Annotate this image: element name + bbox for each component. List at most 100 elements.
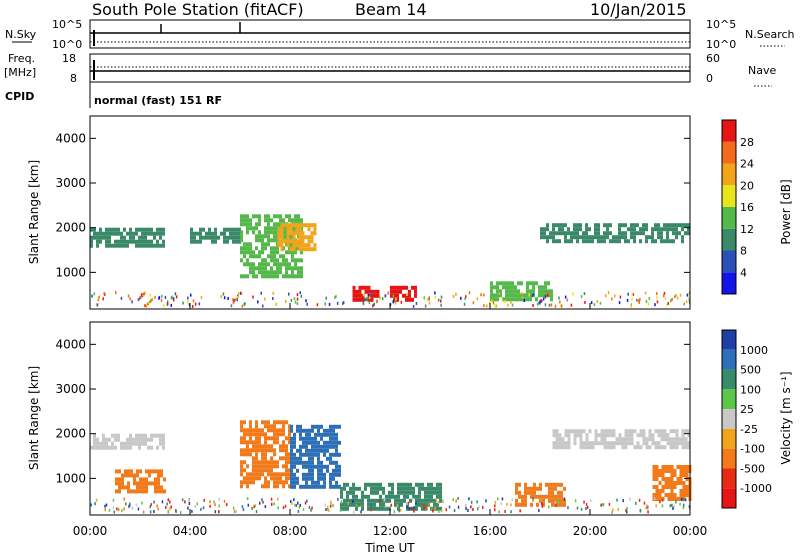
data-cell <box>190 227 193 232</box>
data-cell <box>358 289 362 294</box>
scatter-cell <box>368 294 370 298</box>
scatter-cell <box>393 510 396 514</box>
data-cell <box>332 424 335 429</box>
data-cell <box>588 441 592 446</box>
data-cell <box>424 490 427 495</box>
scatter-cell <box>153 510 155 513</box>
scatter-cell <box>296 293 299 297</box>
data-cell <box>220 231 223 236</box>
scatter-cell <box>636 298 638 302</box>
data-cell <box>150 445 153 450</box>
data-cell <box>538 285 541 290</box>
velocity-colorbar-frame <box>721 329 737 509</box>
scatter-cell <box>599 301 602 305</box>
data-cell <box>132 235 135 240</box>
x-tick-label: 12:00 <box>373 524 408 538</box>
data-cell <box>402 293 405 298</box>
data-cell <box>261 464 264 469</box>
data-cell <box>157 473 160 478</box>
data-cell <box>145 469 148 474</box>
data-cell <box>273 238 276 243</box>
data-cell <box>349 486 352 491</box>
data-cell <box>96 243 99 248</box>
scatter-cell <box>187 506 189 510</box>
data-cell <box>243 476 246 481</box>
data-cell <box>258 238 261 243</box>
data-cell <box>276 432 279 437</box>
data-cell <box>202 235 205 240</box>
data-cell <box>282 440 285 445</box>
data-cell <box>270 468 273 473</box>
data-cell <box>277 235 281 240</box>
data-cell <box>302 472 305 477</box>
data-cell <box>267 428 270 433</box>
data-cell <box>636 231 639 236</box>
scatter-cell <box>532 304 534 307</box>
velocity-colorbar-tick: 100 <box>740 383 761 396</box>
data-cell <box>285 472 288 477</box>
data-cell <box>132 441 135 446</box>
data-cell <box>267 460 270 465</box>
data-cell <box>240 424 243 429</box>
data-cell <box>311 464 314 469</box>
scatter-cell <box>146 303 148 307</box>
scatter-cell <box>340 500 343 504</box>
data-cell <box>630 235 633 240</box>
data-cell <box>108 243 111 248</box>
data-cell <box>564 239 567 244</box>
data-cell <box>296 480 299 485</box>
scatter-cell <box>685 300 688 304</box>
data-cell <box>561 223 564 228</box>
data-cell <box>582 441 586 446</box>
data-cell <box>335 432 338 437</box>
data-cell <box>579 445 583 450</box>
data-cell <box>264 246 267 251</box>
scatter-cell <box>611 510 613 514</box>
scatter-cell <box>194 505 197 508</box>
data-cell <box>297 258 300 263</box>
data-cell <box>293 452 296 457</box>
power-colorbar-segment <box>722 163 736 186</box>
data-cell <box>582 445 586 450</box>
scatter-cell <box>153 500 155 504</box>
scatter-cell <box>238 292 240 296</box>
scatter-cell <box>423 504 425 508</box>
scatter-cell <box>472 508 474 511</box>
scatter-cell <box>540 498 542 502</box>
data-cell <box>229 235 232 240</box>
data-cell <box>280 243 284 248</box>
power-colorbar-tick: 16 <box>740 201 754 214</box>
data-cell <box>261 432 264 437</box>
data-cell <box>436 506 439 511</box>
data-cell <box>223 235 226 240</box>
scatter-cell <box>299 503 301 507</box>
data-cell <box>685 469 689 473</box>
data-cell <box>346 494 349 499</box>
data-cell <box>243 262 246 267</box>
data-cell <box>282 484 285 489</box>
scatter-cell <box>232 506 235 510</box>
data-cell <box>240 246 243 251</box>
data-cell <box>240 464 243 469</box>
data-cell <box>136 481 139 486</box>
data-cell <box>243 460 246 465</box>
data-cell <box>240 468 243 473</box>
velocity-colorbar-segment <box>722 448 736 469</box>
data-cell <box>515 482 518 487</box>
data-cell <box>391 494 394 499</box>
power-colorbar-segment <box>722 272 736 294</box>
data-cell <box>132 239 135 244</box>
data-cell <box>138 433 141 438</box>
data-cell <box>579 223 582 228</box>
data-cell <box>558 231 561 236</box>
velocity-heatmap <box>90 420 692 514</box>
scatter-cell <box>335 295 337 298</box>
scatter-cell <box>485 499 487 503</box>
data-cell <box>258 436 261 441</box>
data-cell <box>154 481 157 486</box>
data-cell <box>299 424 302 429</box>
data-cell <box>276 472 279 477</box>
data-cell <box>255 440 258 445</box>
data-cell <box>314 448 317 453</box>
data-cell <box>338 472 341 477</box>
